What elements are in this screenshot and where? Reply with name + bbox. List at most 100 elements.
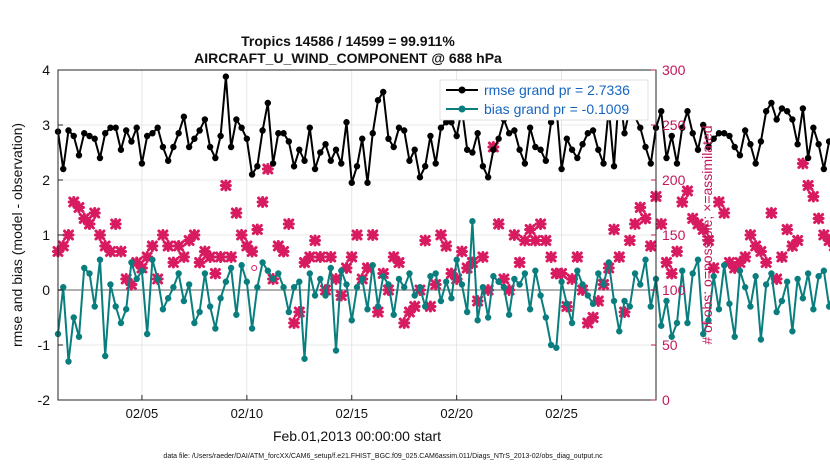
- bias-point: [123, 306, 129, 312]
- rmse-point: [726, 133, 732, 139]
- bias-point: [585, 292, 591, 298]
- bias-point: [606, 259, 612, 265]
- y-axis-label-left: rmse and bias (model - observation): [9, 123, 25, 347]
- assimilated-point: [316, 253, 325, 262]
- bias-point: [317, 276, 323, 282]
- bias-point: [485, 314, 491, 320]
- bias-point: [385, 281, 391, 287]
- x-tick-label: 02/15: [335, 406, 368, 421]
- assimilated-point: [116, 247, 125, 256]
- bias-point: [459, 281, 465, 287]
- rmse-point: [359, 136, 365, 142]
- bias-point: [810, 306, 816, 312]
- y-tick-label-right: 0: [662, 392, 670, 408]
- assimilated-point: [232, 209, 241, 218]
- rmse-point: [574, 155, 580, 161]
- bias-point: [228, 265, 234, 271]
- bias-point: [349, 317, 355, 323]
- rmse-point: [202, 116, 208, 122]
- assimilated-point: [547, 253, 556, 262]
- rmse-point: [690, 130, 696, 136]
- rmse-point: [768, 100, 774, 106]
- bias-point: [716, 306, 722, 312]
- rmse-point: [432, 160, 438, 166]
- bias-point: [265, 268, 271, 274]
- assimilated-point: [158, 231, 167, 240]
- y-tick-label-right: 150: [662, 227, 686, 243]
- rmse-point: [254, 163, 260, 169]
- assimilated-point: [279, 247, 288, 256]
- rmse-point: [328, 158, 334, 164]
- bias-point: [558, 279, 564, 285]
- rmse-point: [165, 158, 171, 164]
- rmse-point: [648, 160, 654, 166]
- assimilated-point: [227, 253, 236, 262]
- rmse-point: [154, 125, 160, 131]
- legend-rmse-marker: [459, 87, 466, 94]
- rmse-point: [291, 163, 297, 169]
- bias-point: [747, 303, 753, 309]
- rmse-point: [391, 144, 397, 150]
- assimilated-point: [510, 231, 519, 240]
- bias-point: [805, 270, 811, 276]
- bias-point: [663, 298, 669, 304]
- bias-point: [165, 295, 171, 301]
- bias-point: [412, 292, 418, 298]
- assimilated-point: [678, 198, 687, 207]
- bias-point: [291, 284, 297, 290]
- bias-point: [737, 268, 743, 274]
- assimilated-point: [573, 253, 582, 262]
- bias-point: [113, 303, 119, 309]
- bias-point: [616, 328, 622, 334]
- rmse-point: [543, 158, 549, 164]
- y-tick-label-left: -2: [38, 392, 51, 408]
- assimilated-point: [526, 225, 535, 234]
- bias-point: [375, 303, 381, 309]
- rmse-point: [417, 174, 423, 180]
- rmse-point: [658, 108, 664, 114]
- rmse-point: [569, 147, 575, 153]
- assimilated-point: [814, 214, 823, 223]
- bias-point: [81, 265, 87, 271]
- assimilated-point: [531, 236, 540, 245]
- rmse-point: [212, 155, 218, 161]
- rmse-point: [123, 127, 129, 133]
- bias-point: [480, 284, 486, 290]
- assimilated-point: [237, 231, 246, 240]
- bias-point: [202, 270, 208, 276]
- bias-point: [107, 281, 113, 287]
- bias-point: [642, 257, 648, 263]
- bias-point: [406, 270, 412, 276]
- rmse-point: [223, 73, 229, 79]
- rmse-point: [826, 138, 830, 144]
- assimilated-point: [179, 253, 188, 262]
- bias-point: [102, 353, 108, 359]
- bias-point: [417, 284, 423, 290]
- rmse-point: [217, 133, 223, 139]
- y-tick-label-left: 4: [42, 62, 50, 78]
- bias-point: [564, 301, 570, 307]
- bias-point: [815, 273, 821, 279]
- bias-point: [611, 298, 617, 304]
- bias-point: [133, 276, 139, 282]
- rmse-point: [207, 144, 213, 150]
- assimilated-point: [59, 242, 68, 251]
- rmse-point: [564, 136, 570, 142]
- assimilated-point: [347, 253, 356, 262]
- bias-point: [76, 334, 82, 340]
- assimilated-point: [536, 220, 545, 229]
- bias-point: [207, 303, 213, 309]
- bias-point: [396, 276, 402, 282]
- rmse-point: [196, 127, 202, 133]
- bias-point: [328, 265, 334, 271]
- assimilated-point: [762, 258, 771, 267]
- rmse-point: [160, 144, 166, 150]
- rmse-point: [422, 163, 428, 169]
- rmse-point: [97, 155, 103, 161]
- bias-point: [149, 257, 155, 263]
- rmse-point: [558, 166, 564, 172]
- y-tick-label-right: 50: [662, 337, 678, 353]
- assimilated-point: [720, 209, 729, 218]
- y-tick-label-left: 1: [42, 227, 50, 243]
